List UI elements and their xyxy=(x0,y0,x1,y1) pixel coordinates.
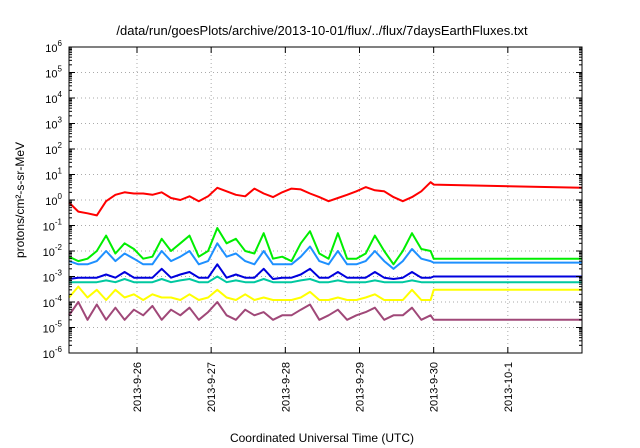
y-tick-exponent: -2 xyxy=(55,243,63,252)
series-line-1 xyxy=(68,181,583,217)
x-tick-label: 2013-9-29 xyxy=(354,362,366,412)
y-tick-exponent: -5 xyxy=(55,320,63,329)
y-tick-label: 105 xyxy=(45,65,62,81)
y-tick-label: 104 xyxy=(45,90,62,106)
y-tick-label: 10-3 xyxy=(43,269,63,285)
y-tick-exponent: 6 xyxy=(58,39,63,48)
series-line-6 xyxy=(68,285,582,301)
y-tick-label: 10-1 xyxy=(43,218,63,234)
y-tick-label: 103 xyxy=(45,116,62,132)
series-line-5 xyxy=(69,275,582,284)
series-line-4 xyxy=(68,263,582,280)
y-tick-label: 10-4 xyxy=(43,294,63,310)
x-tick-label: 2013-9-27 xyxy=(206,362,218,412)
y-tick-exponent: 5 xyxy=(58,65,63,74)
series-line-7 xyxy=(68,301,582,321)
series-line-2 xyxy=(68,227,582,266)
chart-title: /data/run/goesPlots/archive/2013-10-01/f… xyxy=(116,23,528,38)
y-tick-exponent: -6 xyxy=(55,345,63,354)
y-tick-base: 10 xyxy=(45,196,57,208)
y-tick-exponent: 3 xyxy=(58,116,63,125)
series-group xyxy=(68,181,583,321)
y-tick-base: 10 xyxy=(43,222,55,234)
y-tick-base: 10 xyxy=(43,273,55,285)
x-axis-ticks: 2013-9-26 2013-9-27 2013-9-28 2013-9-29 2013… xyxy=(132,47,515,412)
y-tick-exponent: 2 xyxy=(58,141,63,150)
y-tick-base: 10 xyxy=(45,120,57,132)
x-tick-label: 2013-10-1 xyxy=(503,362,515,412)
y-tick-exponent: -1 xyxy=(55,218,63,227)
y-tick-label: 10-6 xyxy=(43,345,63,361)
y-tick-base: 10 xyxy=(43,324,55,336)
y-tick-base: 10 xyxy=(43,349,55,361)
y-tick-base: 10 xyxy=(45,145,57,157)
y-axis-ticks: 10-610-510-410-310-210-11001011021031041… xyxy=(43,39,582,361)
y-tick-label: 100 xyxy=(45,192,62,208)
y-tick-base: 10 xyxy=(45,69,57,81)
y-tick-exponent: 4 xyxy=(58,90,63,99)
x-tick-label: 2013-9-26 xyxy=(132,362,144,412)
x-axis-label: Coordinated Universal Time (UTC) xyxy=(230,431,414,445)
y-tick-label: 102 xyxy=(45,141,62,157)
y-tick-base: 10 xyxy=(43,298,55,310)
y-tick-label: 106 xyxy=(45,39,62,55)
y-tick-exponent: -3 xyxy=(55,269,63,278)
x-tick-label: 2013-9-28 xyxy=(280,362,292,412)
y-tick-base: 10 xyxy=(43,247,55,259)
y-tick-label: 10-2 xyxy=(43,243,63,259)
y-tick-label: 10-5 xyxy=(43,320,63,336)
x-tick-label: 2013-9-30 xyxy=(429,362,441,412)
y-tick-exponent: -4 xyxy=(55,294,63,303)
y-tick-base: 10 xyxy=(45,43,57,55)
y-tick-base: 10 xyxy=(45,94,57,106)
series-line-3 xyxy=(68,242,582,270)
y-tick-exponent: 0 xyxy=(58,192,63,201)
y-tick-label: 101 xyxy=(45,167,62,183)
y-tick-base: 10 xyxy=(45,171,57,183)
grid-lines xyxy=(69,47,582,353)
y-tick-exponent: 1 xyxy=(58,167,63,176)
y-axis-label: protons/cm²-s-sr-MeV xyxy=(13,142,27,258)
